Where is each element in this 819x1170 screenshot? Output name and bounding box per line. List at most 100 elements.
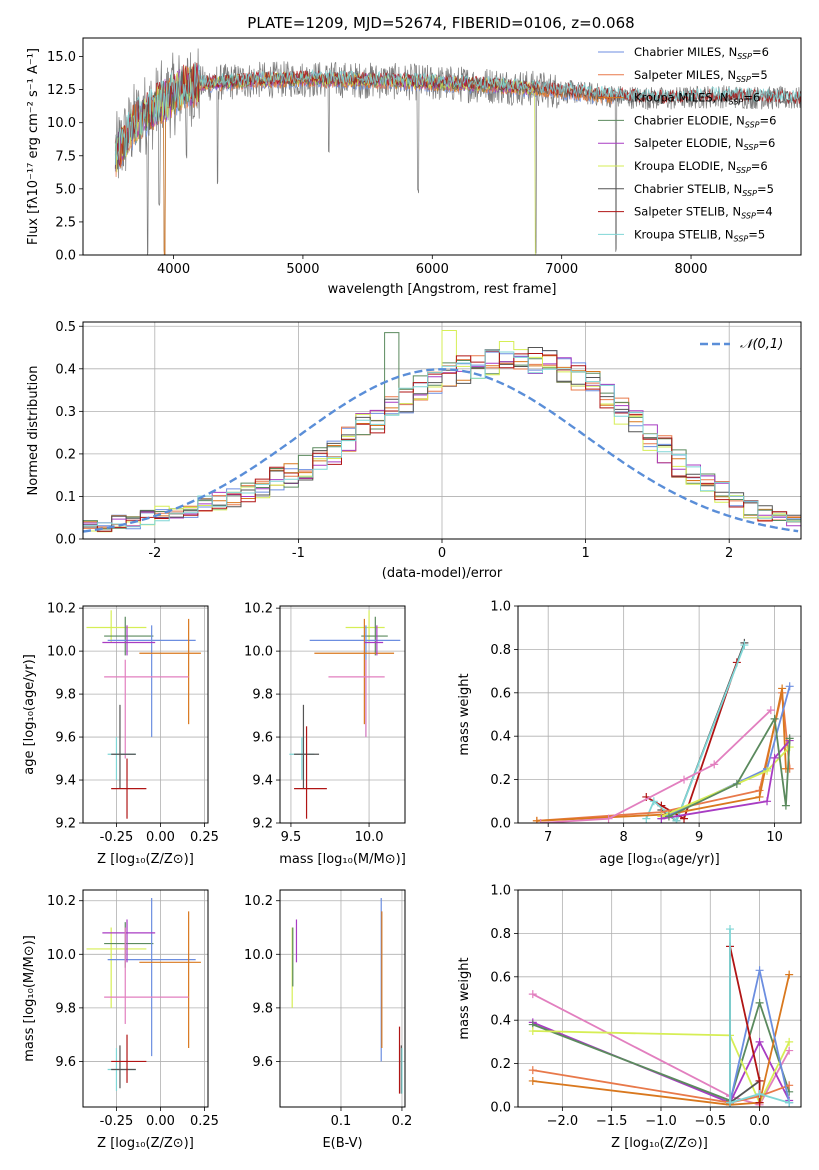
age-Z-ytick-label: 9.8 xyxy=(55,688,76,703)
weight-age-point-marker xyxy=(755,792,764,801)
legend-normal-label: 𝒩(0,1) xyxy=(740,337,783,352)
legend-nssp-value: =6 xyxy=(760,113,777,127)
weight-age-point-marker xyxy=(740,641,749,650)
weight-age-point-marker xyxy=(532,816,541,823)
weight-Z-xtick-label: 0.0 xyxy=(749,1114,770,1129)
age-Z-xtick-label: 0.25 xyxy=(190,830,219,845)
weight-Z-point-marker xyxy=(726,1098,735,1107)
legend-nssp-label: , N xyxy=(713,91,729,105)
age-Z-frame xyxy=(82,605,209,824)
weight-age-ytick-label: 0.8 xyxy=(490,643,511,658)
weight-age-point-marker xyxy=(604,814,613,823)
weight-age-point-marker xyxy=(536,819,545,823)
age-Z-xtick-label: 0.00 xyxy=(146,830,175,845)
figure-title: PLATE=1209, MJD=52674, FIBERID=0106, z=0… xyxy=(247,14,634,32)
legend-nssp-value: =6 xyxy=(751,159,768,173)
spectrum-xtick-label: 4000 xyxy=(157,262,190,277)
weight-age-xtick-label: 9 xyxy=(695,830,703,845)
weight-Z-point-marker xyxy=(785,970,794,979)
legend-nssp-sub: SSP xyxy=(742,189,757,198)
spectrum-xtick-label: 6000 xyxy=(416,262,449,277)
mass-Z-xtick-label: 0.25 xyxy=(190,1114,219,1129)
age-mass-xlabel: mass [log₁₀(M/M⊙)] xyxy=(279,852,406,867)
spectrum-ytick-label: 2.5 xyxy=(55,215,76,230)
residuals-hist-kroupa-elodie xyxy=(83,330,801,533)
age-mass-ytick-label: 9.4 xyxy=(252,774,273,789)
age-mass-xtick-label: 10.0 xyxy=(355,830,384,845)
mass-Z-plot-area xyxy=(86,898,201,1091)
residuals-ylabel: Normed distribution xyxy=(26,366,41,496)
residuals-xtick-label: -1 xyxy=(292,546,305,561)
spectrum-plot-area xyxy=(114,48,801,255)
weight-age-xtick-label: 7 xyxy=(544,830,552,845)
mass-Z-xlabel: Z [log₁₀(Z/Z⊙)] xyxy=(97,1136,194,1151)
weight-Z-point-marker xyxy=(785,1037,794,1046)
spectrum-model-line xyxy=(114,64,801,165)
mass-ebv-xlabel: E(B-V) xyxy=(322,1136,362,1151)
mass-Z-ylabel: mass [log₁₀(M/M⊙)] xyxy=(22,935,37,1062)
weight-Z-series-line xyxy=(532,1030,791,1105)
legend-entry: Chabrier MILES, NSSP=6 xyxy=(634,45,769,61)
weight-age-point-marker xyxy=(778,684,787,693)
weight-age-point-marker xyxy=(763,797,772,806)
weight-age-ylabel: mass weight xyxy=(457,673,472,755)
mass-ebv-ytick-label: 9.8 xyxy=(252,1001,273,1016)
weight-Z-series-line xyxy=(729,929,790,1104)
legend-nssp-sub: SSP xyxy=(736,166,751,175)
legend-nssp-value: =6 xyxy=(743,91,760,105)
weight-age-ytick-label: 0.2 xyxy=(490,773,511,788)
legend-entry: Kroupa STELIB, NSSP=5 xyxy=(634,227,765,243)
legend-nssp-value: =6 xyxy=(752,45,769,59)
residuals-ytick-label: 0.0 xyxy=(55,533,76,548)
residuals-hist-chabrier-stelib xyxy=(83,347,801,532)
weight-age-point-marker xyxy=(732,779,741,788)
legend-nssp-label: , N xyxy=(725,205,741,219)
weight-Z-xtick-label: −0.5 xyxy=(694,1114,726,1129)
mass-Z-ytick-label: 9.6 xyxy=(55,1055,76,1070)
legend-nssp-value: =5 xyxy=(757,182,774,196)
legend-model-name: Salpeter MILES xyxy=(634,68,720,82)
legend-nssp-value: =5 xyxy=(751,68,768,82)
weight-age-point-marker xyxy=(657,814,666,823)
residuals-xtick-label: 0 xyxy=(438,546,446,561)
residuals-xlabel: (data-model)/error xyxy=(382,566,503,581)
legend-model-name: Salpeter STELIB xyxy=(634,205,725,219)
age-mass-frame xyxy=(279,605,406,824)
mass-Z-ytick-label: 10.2 xyxy=(47,894,76,909)
legend-model-name: Kroupa ELODIE xyxy=(634,159,720,173)
legend-entry: Chabrier STELIB, NSSP=5 xyxy=(634,182,774,198)
weight-Z-point-marker xyxy=(726,925,735,934)
weight-Z-xtick-label: −1.5 xyxy=(596,1114,628,1129)
weight-age-plot-area xyxy=(532,638,794,823)
legend-nssp-label: , N xyxy=(718,227,734,241)
age-Z-ytick-label: 10.0 xyxy=(47,645,76,660)
weight-Z-point-marker xyxy=(755,1089,764,1098)
weight-age-ytick-label: 0.6 xyxy=(490,686,511,701)
age-Z-ytick-label: 9.6 xyxy=(55,731,76,746)
legend-nssp-sub: SSP xyxy=(744,143,759,152)
weight-Z-ylabel: mass weight xyxy=(457,957,472,1039)
mass-ebv-ytick-label: 10.0 xyxy=(244,948,273,963)
weight-Z-ytick-label: 0.4 xyxy=(490,1014,511,1029)
weight-age-frame xyxy=(517,605,802,824)
weight-age-ytick-label: 0.4 xyxy=(490,730,511,745)
legend-nssp-value: =5 xyxy=(748,227,765,241)
age-mass-ytick-label: 10.2 xyxy=(244,602,273,617)
mass-ebv-xtick-label: 0.1 xyxy=(331,1114,352,1129)
weight-Z-point-marker xyxy=(528,1066,537,1075)
legend-model-name: Chabrier ELODIE xyxy=(634,113,729,127)
weight-Z-ytick-label: 0.8 xyxy=(490,927,511,942)
legend-model-name: Kroupa STELIB xyxy=(634,227,718,241)
legend-entry: Chabrier ELODIE, NSSP=6 xyxy=(634,113,776,129)
spectrum-ytick-label: 15.0 xyxy=(47,50,76,65)
weight-Z-point-marker xyxy=(755,966,764,975)
weight-age-point-marker xyxy=(710,760,719,769)
age-Z-ylabel: age [log₁₀(age/yr)] xyxy=(22,654,37,775)
age-mass-xtick-label: 9.5 xyxy=(281,830,302,845)
legend-nssp-sub: SSP xyxy=(734,234,749,243)
spectrum-ytick-label: 7.5 xyxy=(55,149,76,164)
weight-age-point-marker xyxy=(770,753,779,762)
weight-Z-xtick-label: −1.0 xyxy=(645,1114,677,1129)
